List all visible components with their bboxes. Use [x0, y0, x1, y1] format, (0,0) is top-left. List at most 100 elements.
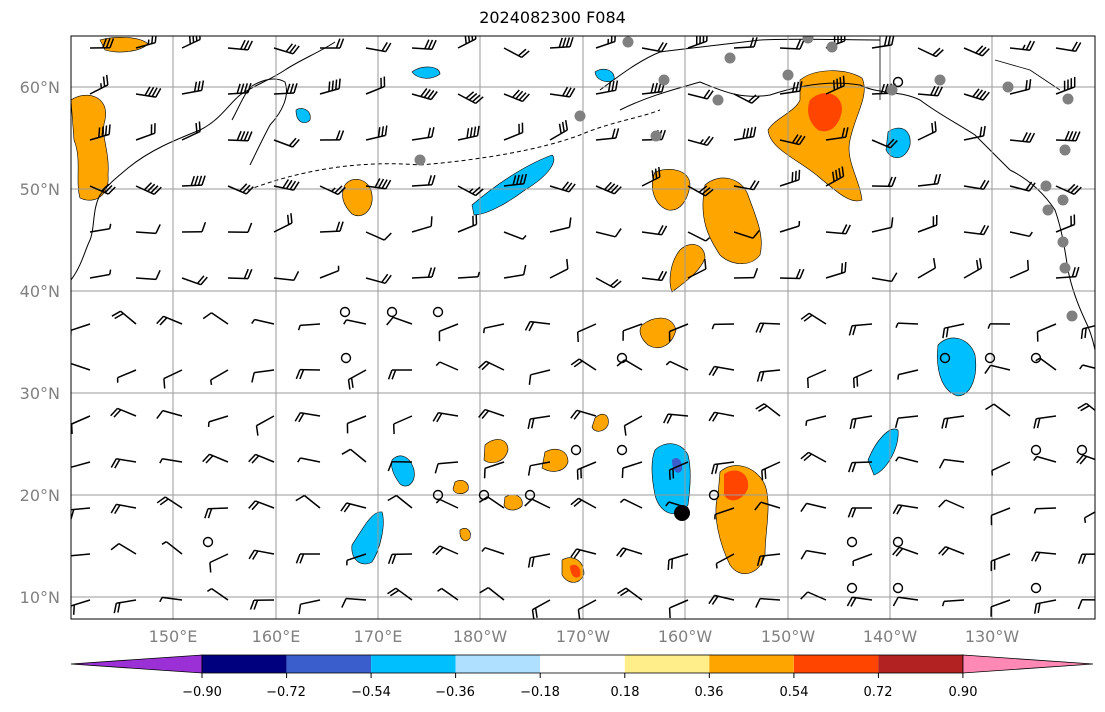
wind-barb: [871, 217, 894, 233]
wind-barb: [549, 119, 569, 141]
wind-barb: [617, 587, 643, 601]
wind-barb: [411, 267, 436, 279]
wind-barb: [963, 45, 990, 57]
wind-barb: [616, 547, 643, 558]
wind-barb: [990, 553, 1011, 572]
wind-barb: [825, 262, 847, 279]
wind-barb: [482, 323, 505, 334]
wind-barb: [668, 323, 689, 342]
shade-negative: [295, 108, 311, 123]
calm-wind-circle: [386, 306, 398, 318]
wind-barb: [641, 166, 661, 187]
station-dot: [802, 36, 814, 44]
wind-barb: [1055, 266, 1080, 279]
wind-barb: [503, 47, 530, 59]
wind-barb: [779, 134, 806, 146]
station-dot: [1042, 204, 1054, 216]
calm-wind-circle: [340, 352, 352, 364]
wind-barb: [1077, 553, 1095, 564]
colorbar-extend-min: [70, 654, 203, 674]
lon-label: 180°W: [453, 627, 508, 646]
wind-barb: [595, 128, 620, 141]
wind-barb: [1033, 599, 1057, 614]
wind-barb: [991, 461, 1011, 476]
wind-barb: [135, 182, 162, 195]
wind-barb: [963, 125, 986, 141]
calm-wind-circle: [892, 536, 904, 548]
wind-barb: [570, 548, 597, 559]
wind-barb: [687, 135, 714, 147]
wind-barb: [320, 38, 345, 49]
wind-barb: [341, 597, 367, 608]
colorbar-tick-label: −0.54: [351, 685, 391, 700]
calm-wind-circle: [616, 444, 628, 456]
wind-barb: [478, 496, 505, 509]
wind-barb: [273, 271, 300, 282]
wind-barb: [576, 461, 597, 480]
wind-barb: [319, 221, 344, 233]
calm-wind-circle: [570, 444, 582, 456]
station-dot: [1066, 310, 1078, 322]
wind-barb: [181, 222, 207, 233]
wind-barb: [847, 461, 873, 473]
calm-circles: [202, 76, 1088, 594]
wind-barb: [319, 185, 346, 196]
wind-barb: [1036, 323, 1057, 342]
wind-barb: [255, 415, 275, 436]
wind-barb: [435, 498, 459, 509]
wind-barb: [248, 500, 275, 511]
wind-barb: [990, 507, 1011, 526]
wind-barb: [938, 546, 965, 556]
lat-labels: 60°N 50°N 40°N 30°N 20°N 10°N: [20, 78, 60, 607]
lon-label: 130°W: [965, 627, 1020, 646]
shade-negative: [594, 68, 615, 82]
wind-barb: [963, 224, 990, 236]
wind-barb: [984, 364, 1011, 375]
wind-barb: [1079, 364, 1095, 370]
calm-wind-circle: [1030, 582, 1042, 594]
station-dot: [1059, 144, 1071, 156]
shade-strong-positive: [724, 470, 749, 501]
wind-barb: [1009, 40, 1036, 51]
colorbar-cell: [202, 655, 287, 673]
wind-barb: [295, 368, 321, 380]
wind-barb: [343, 319, 367, 325]
colorbar-tick-label: −0.18: [520, 685, 560, 700]
wind-barb: [89, 38, 115, 49]
shade-negative: [937, 337, 977, 397]
wind-barb: [871, 36, 895, 49]
wind-barb: [621, 461, 643, 479]
station-dot: [414, 154, 426, 166]
lon-label: 150°E: [149, 627, 198, 646]
wind-barb: [71, 362, 91, 371]
wind-barb: [595, 181, 622, 195]
wind-barb: [457, 271, 481, 279]
wind-barb: [570, 497, 597, 509]
coastline-alaska: [599, 38, 1011, 171]
colorbar-cell: [709, 655, 794, 673]
colorbar-cell: [540, 655, 625, 673]
wind-barb: [800, 502, 827, 513]
wind-barb: [897, 369, 919, 380]
colorbar-cell: [624, 655, 710, 673]
wind-barb: [524, 320, 551, 332]
lat-label: 60°N: [20, 78, 60, 97]
calm-wind-circle: [478, 489, 490, 501]
wind-barb: [161, 541, 183, 555]
wind-barb: [708, 594, 735, 605]
wind-barb: [1055, 76, 1076, 95]
wind-barb: [687, 258, 707, 279]
shade-positive: [342, 178, 373, 216]
wind-barb: [206, 587, 229, 601]
wind-barb: [852, 553, 873, 566]
station-dot: [658, 74, 670, 86]
shade-positive: [71, 94, 109, 201]
wind-barb: [641, 225, 668, 236]
shade-positive: [639, 317, 677, 349]
colorbar: −0.90 −0.72 −0.54 −0.36 −0.18 0.18 0.36 …: [70, 654, 1094, 700]
wind-barb: [549, 258, 569, 279]
wind-barb: [849, 415, 873, 430]
colorbar-tick-label: −0.72: [266, 685, 306, 700]
calm-wind-circle: [339, 306, 351, 318]
wind-barb: [110, 503, 137, 514]
